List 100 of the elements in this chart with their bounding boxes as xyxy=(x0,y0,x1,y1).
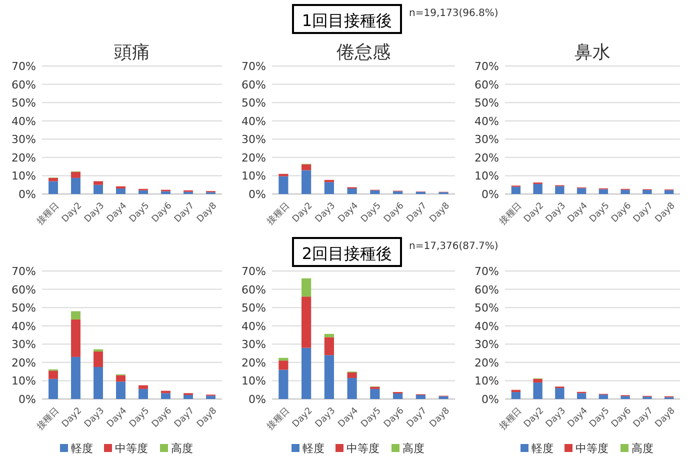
x-tick-label: 接種日 xyxy=(264,405,292,432)
y-tick-label: 70% xyxy=(474,60,499,73)
bar xyxy=(598,189,608,194)
y-tick-label: 0% xyxy=(482,393,499,406)
bar xyxy=(555,388,564,399)
bar xyxy=(71,172,80,178)
bar xyxy=(302,164,312,170)
bar xyxy=(116,382,126,399)
bar xyxy=(302,348,312,399)
y-tick-label: 10% xyxy=(474,170,499,183)
y-tick-label: 30% xyxy=(12,133,36,146)
y-tick-label: 40% xyxy=(12,114,36,128)
bar xyxy=(370,388,380,399)
y-tick-label: 50% xyxy=(12,302,36,315)
y-tick-label: 60% xyxy=(12,78,36,92)
legend-label: 軽度 xyxy=(71,442,93,455)
y-tick-label: 60% xyxy=(242,78,266,92)
y-tick-label: 20% xyxy=(12,151,36,164)
y-tick-label: 60% xyxy=(474,283,499,296)
bar xyxy=(48,181,58,194)
y-tick-label: 70% xyxy=(474,265,499,278)
bar xyxy=(94,367,103,399)
y-tick-label: 20% xyxy=(242,356,266,370)
bar xyxy=(533,184,542,194)
bar xyxy=(324,334,334,338)
chart-title: 頭痛 xyxy=(114,42,150,63)
y-tick-label: 20% xyxy=(474,151,499,164)
y-tick-label: 70% xyxy=(12,265,36,278)
bar xyxy=(278,360,288,370)
y-tick-label: 0% xyxy=(248,188,266,201)
y-tick-label: 30% xyxy=(474,133,499,146)
bar xyxy=(370,190,380,194)
bar xyxy=(138,190,148,194)
y-tick-label: 50% xyxy=(242,96,266,110)
bar xyxy=(555,186,564,194)
bar xyxy=(278,370,288,399)
y-tick-label: 0% xyxy=(18,188,36,201)
legend-label: 高度 xyxy=(171,442,193,455)
x-tick-label: 接種日 xyxy=(34,200,62,228)
legend-label: 高度 xyxy=(632,442,654,455)
y-tick-label: 40% xyxy=(242,320,266,333)
y-tick-label: 50% xyxy=(474,96,499,110)
y-tick-label: 40% xyxy=(242,114,266,128)
bar xyxy=(94,181,103,185)
chart-title: 倦怠感 xyxy=(336,42,390,63)
bar xyxy=(576,188,586,194)
y-tick-label: 30% xyxy=(474,338,499,352)
y-tick-label: 20% xyxy=(474,356,499,370)
bar xyxy=(94,184,103,194)
bar xyxy=(71,178,80,194)
y-tick-label: 10% xyxy=(242,374,266,388)
legend-label: 中等度 xyxy=(346,442,380,455)
x-tick-label: 接種日 xyxy=(34,405,62,432)
bar xyxy=(278,174,288,176)
y-tick-label: 10% xyxy=(12,170,36,183)
x-tick-label: 接種日 xyxy=(264,200,292,228)
y-tick-label: 30% xyxy=(242,133,266,146)
bar xyxy=(184,394,193,399)
bar xyxy=(71,356,80,399)
y-tick-label: 70% xyxy=(12,60,36,73)
bar xyxy=(438,396,448,399)
y-tick-label: 50% xyxy=(474,302,499,315)
bar xyxy=(620,190,630,194)
bar xyxy=(302,170,312,194)
bar xyxy=(324,180,334,182)
text: n=19,173(96.8%) xyxy=(409,8,498,19)
bar xyxy=(347,188,357,194)
bar xyxy=(324,337,334,356)
bar xyxy=(642,190,652,194)
y-tick-label: 70% xyxy=(242,265,266,278)
y-tick-label: 10% xyxy=(242,170,266,183)
y-tick-label: 40% xyxy=(474,114,499,128)
legend-label: 軽度 xyxy=(302,442,324,455)
bar xyxy=(138,385,148,389)
text: 1回目接種後 xyxy=(302,11,392,30)
bar xyxy=(116,188,126,194)
bar xyxy=(324,355,334,399)
bar xyxy=(116,375,126,382)
y-tick-label: 10% xyxy=(474,374,499,388)
bar xyxy=(393,191,403,194)
text: 2回目接種後 xyxy=(302,244,392,263)
bar xyxy=(71,319,80,357)
y-tick-label: 0% xyxy=(18,393,36,406)
y-tick-label: 0% xyxy=(482,188,499,201)
bar xyxy=(511,186,521,194)
y-tick-label: 50% xyxy=(12,96,36,110)
bar xyxy=(302,296,312,348)
bar xyxy=(576,393,586,399)
legend-label: 軽度 xyxy=(532,442,554,455)
legend-label: 中等度 xyxy=(115,442,148,455)
y-tick-label: 60% xyxy=(242,283,266,296)
bar xyxy=(278,358,288,361)
y-tick-label: 40% xyxy=(12,320,36,333)
bar xyxy=(347,378,357,399)
text: n=17,376(87.7%) xyxy=(409,241,498,252)
y-tick-label: 20% xyxy=(242,151,266,164)
bar xyxy=(71,311,80,320)
legend-label: 中等度 xyxy=(576,442,608,455)
y-tick-label: 20% xyxy=(12,356,36,370)
y-tick-label: 70% xyxy=(242,60,266,73)
